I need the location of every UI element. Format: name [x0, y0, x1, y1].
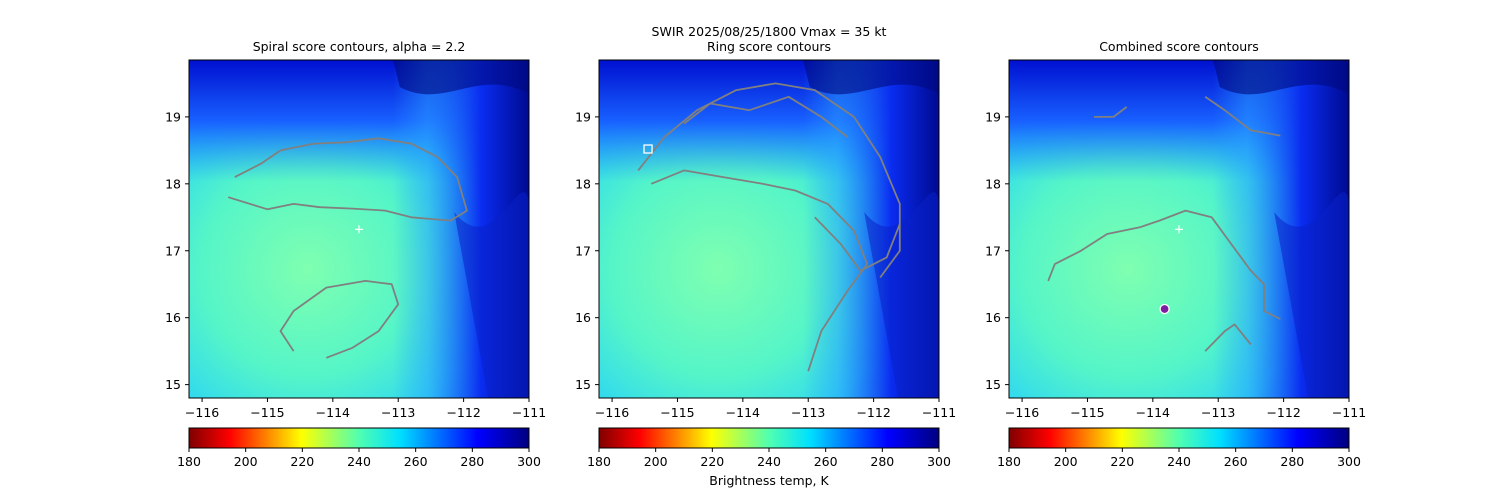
colorbar-tick-label: 240: [347, 454, 371, 469]
x-tick-label: −114: [726, 405, 760, 420]
colorbar-tick-label: 200: [234, 454, 258, 469]
colorbar-tick-label: 300: [927, 454, 951, 469]
panel-title: Ring score contours: [707, 39, 831, 54]
ring-center-square-marker: [643, 144, 653, 154]
colorbar-tick-label: 200: [644, 454, 668, 469]
colorbar: 180 200 220 240 260 280 300: [587, 427, 951, 469]
axes-frame: [598, 59, 940, 399]
image-cold-corner: [393, 60, 529, 95]
colorbar-tick-label: 240: [1167, 454, 1191, 469]
x-tick-label: −113: [1201, 405, 1235, 420]
colorbar-tick-label: 260: [1224, 454, 1248, 469]
axes-frame: [1008, 59, 1350, 399]
y-tick-label: 18: [165, 176, 181, 191]
colorbar-label: Brightness temp, K: [709, 473, 829, 488]
x-tick-label: −116: [1005, 405, 1039, 420]
image-cold-band: [454, 192, 529, 398]
y-tick-label: 17: [165, 243, 181, 258]
colorbar-gradient: [598, 427, 940, 449]
contours: [1047, 96, 1281, 352]
axes-frame: [188, 59, 530, 399]
y-tick-label: 19: [165, 109, 181, 124]
colorbar-tick-label: 280: [1280, 454, 1304, 469]
x-tick-label: −115: [1070, 405, 1104, 420]
y-tick-label: 16: [985, 310, 1001, 325]
colorbar-tick-label: 260: [814, 454, 838, 469]
colorbar-tick-label: 180: [997, 454, 1021, 469]
colorbar-tick-label: 280: [870, 454, 894, 469]
colorbar-tick-label: 180: [587, 454, 611, 469]
panel-3: Combined score contours −116 −115 −114 −113 −…: [985, 39, 1366, 469]
center-plus-marker: [1175, 225, 1183, 234]
satellite-image: [599, 60, 939, 398]
panels: Spiral score contours, alpha = 2.2 −116 −1…: [165, 39, 1366, 469]
colorbar-tick-label: 220: [290, 454, 314, 469]
image-cold-corner: [803, 60, 939, 95]
x-tick-label: −113: [791, 405, 825, 420]
y-tick-label: 15: [985, 377, 1001, 392]
satellite-image: [189, 60, 529, 398]
x-tick-label: −113: [381, 405, 415, 420]
colorbar-tick-label: 180: [177, 454, 201, 469]
contour-line: [814, 216, 901, 272]
colorbar-tick-label: 200: [1054, 454, 1078, 469]
y-tick-label: 19: [985, 109, 1001, 124]
colorbar-gradient: [188, 427, 530, 449]
colorbar-tick-label: 260: [404, 454, 428, 469]
panel-1: Spiral score contours, alpha = 2.2 −116 −1…: [165, 39, 546, 469]
x-tick-label: −116: [185, 405, 219, 420]
colorbar-tick-label: 300: [1337, 454, 1361, 469]
center-plus-marker: [355, 225, 363, 234]
y-tick-label: 16: [165, 310, 181, 325]
panel-title: Spiral score contours, alpha = 2.2: [253, 39, 466, 54]
contour-line: [683, 95, 849, 138]
colorbar-tick-label: 220: [700, 454, 724, 469]
contour-line: [1047, 209, 1281, 320]
contours: [637, 82, 901, 372]
figure-title: SWIR 2025/08/25/1800 Vmax = 35 kt: [652, 24, 887, 39]
colorbar-tick-label: 280: [460, 454, 484, 469]
colorbar: 180 200 220 240 260 280 300: [997, 427, 1361, 469]
satellite-image: [1009, 60, 1349, 398]
x-tick-label: −115: [660, 405, 694, 420]
x-tick-label: −115: [250, 405, 284, 420]
image-cold-band: [1274, 192, 1349, 398]
x-tick-label: −111: [512, 405, 546, 420]
y-tick-label: 17: [985, 243, 1001, 258]
y-tick-label: 16: [575, 310, 591, 325]
panel-title: Combined score contours: [1099, 39, 1259, 54]
colorbar-tick-label: 300: [517, 454, 541, 469]
x-tick-label: −112: [856, 405, 890, 420]
colorbar-gradient: [1008, 427, 1350, 449]
y-tick-label: 15: [165, 377, 181, 392]
combined-center-dot-marker: [1159, 303, 1170, 315]
colorbar-tick-label: 240: [757, 454, 781, 469]
x-tick-label: −112: [1266, 405, 1300, 420]
colorbar: 180 200 220 240 260 280 300: [177, 427, 541, 469]
contour-line: [637, 82, 901, 279]
contour-line: [650, 169, 868, 372]
y-tick-label: 18: [575, 176, 591, 191]
panel-2: Ring score contours −116 −115 −114 −113 −112 −…: [575, 39, 956, 469]
contour-line: [227, 137, 468, 222]
x-tick-label: −116: [595, 405, 629, 420]
contours: [227, 137, 468, 359]
contour-line: [279, 280, 400, 359]
contour-line: [1094, 106, 1128, 118]
x-tick-label: −111: [1332, 405, 1366, 420]
colorbar-tick-label: 220: [1110, 454, 1134, 469]
image-cold-corner: [1213, 60, 1349, 95]
contour-line: [1204, 96, 1281, 137]
image-cold-band: [864, 192, 939, 398]
y-tick-label: 17: [575, 243, 591, 258]
y-tick-label: 15: [575, 377, 591, 392]
x-tick-label: −114: [316, 405, 350, 420]
contour-line: [1204, 323, 1252, 352]
y-tick-label: 19: [575, 109, 591, 124]
x-tick-label: −114: [1136, 405, 1170, 420]
y-tick-label: 18: [985, 176, 1001, 191]
x-tick-label: −112: [446, 405, 480, 420]
x-tick-label: −111: [922, 405, 956, 420]
